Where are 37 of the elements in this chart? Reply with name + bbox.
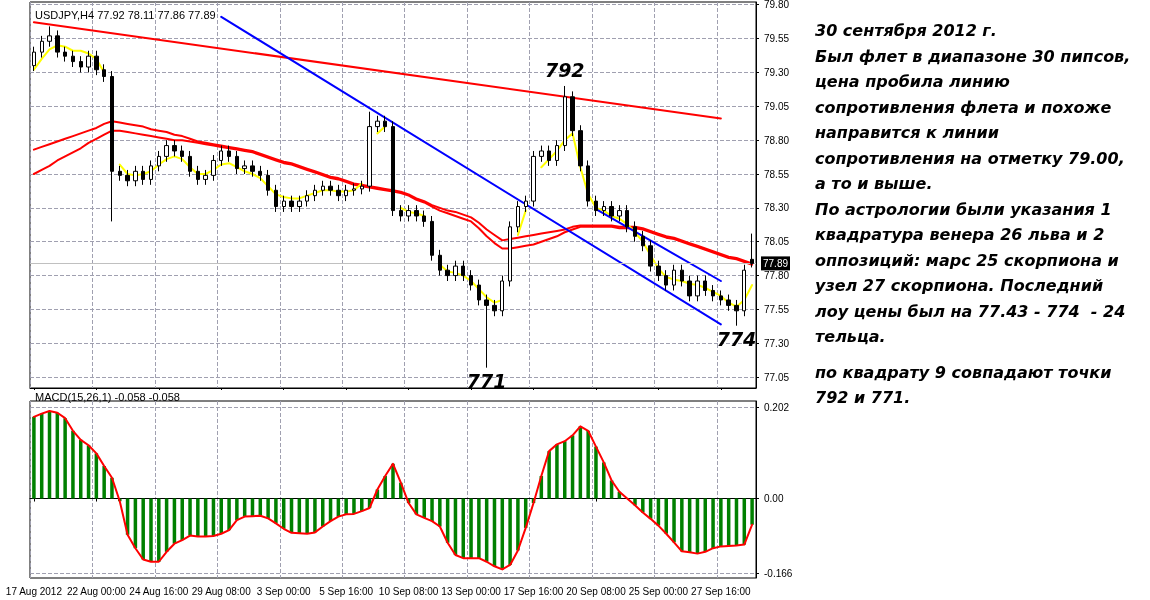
chart-title: MACD(15,26,1) -0.058 -0.058 <box>35 390 180 403</box>
text: Был флет в диапазоне 30 пипсов, цена пробила линию сопротивления флета и похоже направится к линии сопротивления на отметку 79.00, а то и выше. <box>815 45 1132 195</box>
y-tick-label: 77.80 <box>764 270 790 282</box>
text: 30 сентября 2012 г. <box>815 20 998 42</box>
y-tick-label: 79.55 <box>764 33 790 45</box>
y-tick-label: 77.05 <box>764 371 790 383</box>
y-tick-label: 78.05 <box>764 236 790 248</box>
annotation: 771 <box>466 370 507 393</box>
y-tick-label: -0.166 <box>764 567 793 579</box>
y-tick-label: 0.202 <box>764 401 790 413</box>
x-tick-label: 24 Aug 16:00 <box>129 585 189 597</box>
y-tick-label: 79.05 <box>764 100 790 112</box>
x-tick-label: 29 Aug 08:00 <box>191 585 252 597</box>
y-tick-label: 78.55 <box>764 168 790 180</box>
annotation: 774 <box>716 328 757 351</box>
y-tick-label: 0.00 <box>764 493 784 505</box>
y-tick-label: 79.80 <box>764 0 790 11</box>
x-tick-label: 17 Sep 16:00 <box>503 585 564 597</box>
text: USDJPY,H4 77.92 78.11 77.86 77.89 <box>35 8 216 21</box>
x-tick-label: 13 Sep 00:00 <box>441 585 502 597</box>
text: по квадрату 9 совпадают точки 792 и 771. <box>815 361 1113 409</box>
y-tick-label: 78.80 <box>764 134 790 146</box>
y-tick-label: 77.30 <box>764 337 790 349</box>
annotation: 792 <box>544 59 585 82</box>
x-tick-label: 17 Aug 2012 <box>5 585 63 597</box>
x-tick-label: 5 Sep 16:00 <box>319 585 374 597</box>
x-tick-label: 10 Sep 08:00 <box>378 585 439 597</box>
y-tick-label: 78.30 <box>764 202 790 214</box>
x-tick-label: 27 Sep 16:00 <box>691 585 752 597</box>
x-tick-label: 22 Aug 00:00 <box>66 585 127 597</box>
y-tick-label: 77.55 <box>764 303 790 315</box>
x-tick-label: 20 Sep 08:00 <box>566 585 627 597</box>
text: По астрологии были указания 1 квадратура венера 26 льва и 2 оппозиций: марс 25 скорпиона и узел 27 скорпиона. Последний лоу цены был на 77.43 - 774 - 24 тельца. <box>815 198 1127 348</box>
x-tick-label: 3 Sep 00:00 <box>256 585 312 597</box>
x-tick-label: 25 Sep 00:00 <box>628 585 689 597</box>
ref-line-label: 77.89 <box>763 257 789 269</box>
y-tick-label: 79.30 <box>764 66 790 78</box>
